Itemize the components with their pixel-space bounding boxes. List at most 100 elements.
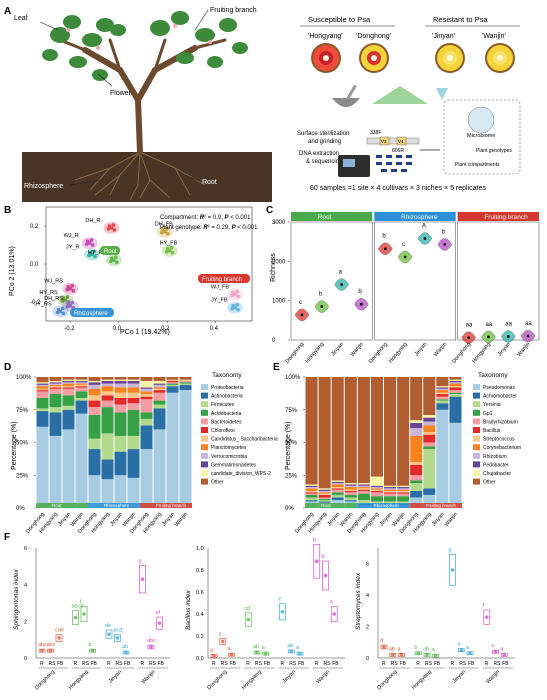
index-letter: g <box>449 548 452 554</box>
richness-point <box>423 237 427 240</box>
bar-segment-gp1 <box>357 493 370 501</box>
pcoa-group-label: HY_R <box>88 250 103 256</box>
panel-d-letter: D <box>4 362 11 373</box>
bar-segment-actinobacteria <box>179 384 192 391</box>
richness-letter: aa <box>485 322 492 328</box>
bar-segment-rhizobium <box>449 382 462 384</box>
pcoa-group-label: JY_R <box>66 245 79 251</box>
bar-segment-verrucomicrobia <box>75 382 88 384</box>
index-point <box>298 651 302 656</box>
richness-xtick-label: Hongyang <box>388 341 409 364</box>
index-ylabel: Streptomyces index <box>355 572 362 630</box>
index-letter: de <box>105 623 111 629</box>
pcoa-xtick-label: 0.2 <box>161 326 170 332</box>
richness-point <box>340 283 343 286</box>
pcoa-point <box>87 253 91 258</box>
index-point <box>459 648 464 652</box>
index-letter: abc <box>147 638 156 644</box>
legend-label: Bradyrhizobium <box>483 419 518 425</box>
bar-segment-actinobacteria <box>140 425 153 450</box>
bar-segment-planctomycetes <box>153 387 166 389</box>
pcoa-point <box>230 293 234 298</box>
pcoa-ytick-label: 0.2 <box>30 224 39 230</box>
bar-segment-chloroflexi <box>140 396 153 400</box>
index-group-label: FB <box>158 661 165 667</box>
phylum-ylabel: Percentage (%) <box>11 421 18 470</box>
bar-segment-chujaibacter <box>410 420 423 423</box>
bar-segment-acidobacteria <box>114 412 127 436</box>
pcoa-point <box>85 239 90 243</box>
bar-segment-corynebacterium <box>397 489 410 491</box>
bar-segment-chloroflexi <box>101 395 114 401</box>
index-letter: a <box>210 647 214 653</box>
pcoa-point <box>65 295 70 299</box>
bar-segment-bacteroidetes <box>140 399 153 413</box>
index-plots: Sphingomonas index0246abcRabcRScdeFBDong… <box>13 537 515 691</box>
index-point <box>280 610 285 614</box>
index-group-label: R <box>107 661 111 667</box>
bar-segment-streptococcus <box>357 488 370 490</box>
cultivar-label: 'Wanjin' <box>482 33 506 40</box>
richness-letter: c <box>402 242 405 248</box>
index-point <box>502 653 507 657</box>
bar-segment-other <box>410 377 423 421</box>
bar-segment-chloroflexi <box>36 390 49 392</box>
bar-segment-actinobacteria <box>88 449 101 476</box>
index-letter: ab <box>253 644 259 650</box>
legend-label: Chloroflexi <box>211 428 235 434</box>
cultivar-row: 'Hongyang' 'Donghong' 'Jinyan' 'Wanjin' <box>308 33 515 73</box>
richness-point <box>467 336 471 340</box>
index-group-label: RS <box>425 661 433 667</box>
index-letter: c <box>492 643 495 649</box>
bar-segment-other <box>449 377 462 380</box>
index-group-label: R <box>281 661 285 667</box>
index-letter: b <box>414 645 417 651</box>
index-letter: b <box>89 642 92 648</box>
bar-segment-rhizobium <box>410 428 423 436</box>
bar-segment-acidobacteria <box>101 407 114 434</box>
bar-segment-yersinia <box>331 494 344 498</box>
bar-segment-corynebacterium <box>370 488 383 490</box>
bar-segment-bacillus <box>331 488 344 490</box>
richness-plot: 0 1000 2000 3000 Root c Donghong b Hongyang a Jiny… <box>272 212 540 365</box>
bar-segment-verrucomicrobia <box>101 383 114 387</box>
legend-label: Verrucomicrobia <box>211 454 247 460</box>
index-group-label: R <box>485 661 489 667</box>
bar-strip-label: Fruiting branch <box>156 503 187 508</box>
pcoa-point <box>92 249 96 254</box>
richness-ytick-label: 1000 <box>272 299 286 305</box>
pcoa-point <box>109 259 113 264</box>
bar-ytick-label: 100% <box>285 375 301 381</box>
richness-xtick-label: Donghong <box>285 341 306 364</box>
panel-f-letter: F <box>4 532 10 543</box>
pcoa-ytick-label: -0.2 <box>30 300 41 306</box>
bar-segment-acidobacteria <box>140 412 153 419</box>
index-letter: a <box>466 645 470 651</box>
pcoa-xtick-label: 0.0 <box>113 326 122 332</box>
bar-segment-achromobacter <box>344 500 357 502</box>
index-letter: ab <box>122 644 128 650</box>
bar-segment-actinobacteria <box>166 386 179 393</box>
bar-segment-firmicutes <box>179 383 192 385</box>
index-group-label: R <box>141 661 145 667</box>
bar-segment-gp1 <box>318 498 331 501</box>
index-group-label: RS <box>391 661 399 667</box>
pcoa-point <box>84 242 89 246</box>
index-point <box>399 653 404 657</box>
pcoa-group-label: DH_FB <box>155 222 173 228</box>
richness-xtick-label: Wanjin <box>433 341 448 358</box>
pcoa-point <box>106 227 111 231</box>
bar-segment-rhizobium <box>423 421 436 426</box>
index-group-label: RS <box>221 661 229 667</box>
bar-ytick-label: 25% <box>285 473 298 479</box>
bar-strip-label: Rhizosphere <box>374 503 400 508</box>
bar-segment-bacteroidetes <box>179 380 192 383</box>
bar-segment-proteobacteria <box>88 475 101 508</box>
bar-strip-label: Root <box>321 503 331 508</box>
index-cultivar-label: Hongyang <box>68 669 90 691</box>
bar-segment-pedobacter <box>305 485 318 488</box>
bar-segment-pedobacter <box>397 487 410 489</box>
bar-segment-bacillus <box>384 492 397 494</box>
pcoa-point <box>89 238 94 242</box>
bar-segment-acidobacteria <box>153 400 166 405</box>
